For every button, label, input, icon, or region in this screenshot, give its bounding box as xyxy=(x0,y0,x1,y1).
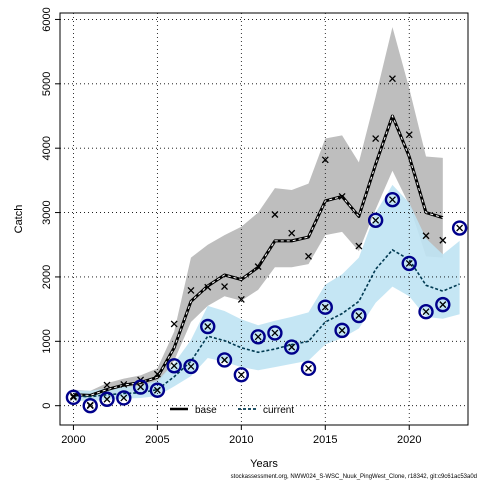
current-observation-circle xyxy=(384,191,401,208)
current-observation-circle xyxy=(250,329,266,345)
base-observation-cross xyxy=(422,232,430,240)
current-line xyxy=(73,248,460,398)
current-observation-circle xyxy=(82,397,98,414)
base-observation-cross xyxy=(372,135,380,142)
current-observation-cross xyxy=(170,362,178,370)
current-observation-circle xyxy=(401,255,417,272)
current-observation-cross xyxy=(153,386,161,394)
x-tick-label: 2005 xyxy=(145,434,169,446)
current-observation-cross xyxy=(355,312,363,320)
x-tick-label: 2000 xyxy=(61,434,85,446)
current-observation-circle xyxy=(149,382,166,398)
current-observation-cross xyxy=(120,394,128,402)
current-observation-cross xyxy=(69,393,77,401)
current-observation-circle xyxy=(233,367,250,383)
current-confidence-band xyxy=(73,184,460,402)
current-observation-circle xyxy=(284,339,300,355)
current-observation-cross xyxy=(137,383,145,391)
current-observation-circle xyxy=(351,307,367,324)
x-tick-label: 2010 xyxy=(229,434,253,446)
base-observation-cross xyxy=(355,242,363,250)
base-observation-cross xyxy=(153,370,161,378)
current-observation-cross xyxy=(456,224,464,232)
legend-current-label: current xyxy=(263,405,294,416)
current-observation-circle xyxy=(435,296,451,313)
current-observation-cross xyxy=(237,371,245,379)
current-observation-cross xyxy=(204,323,212,330)
x-tick-label: 2020 xyxy=(397,434,421,446)
base-observation-cross xyxy=(221,283,229,291)
current-observation-cross xyxy=(321,303,329,311)
base-observation-cross xyxy=(271,211,279,218)
current-observation-cross xyxy=(271,329,279,337)
current-observation-cross xyxy=(338,326,346,334)
base-observation-cross xyxy=(405,131,413,139)
base-observation-cross xyxy=(187,286,195,294)
legend-base-label: base xyxy=(195,405,217,416)
current-observation-cross xyxy=(187,362,195,370)
y-tick-label: 1000 xyxy=(41,329,53,353)
current-observation-circle xyxy=(166,358,182,374)
base-observation-cross xyxy=(254,263,262,271)
y-tick-label: 5000 xyxy=(41,72,53,96)
current-observation-circle xyxy=(116,390,132,406)
current-observation-circle xyxy=(334,322,350,339)
current-observation-cross xyxy=(103,395,111,403)
base-observation-cross xyxy=(288,229,296,237)
base-observation-cross xyxy=(237,296,245,303)
current-observation-cross xyxy=(305,364,312,372)
grid-lines xyxy=(60,13,468,425)
confidence-bands xyxy=(73,27,460,402)
base-observation-cross xyxy=(103,381,111,389)
current-observation-circle xyxy=(367,212,384,228)
base-observation-cross xyxy=(69,392,77,400)
current-observation-circle xyxy=(216,352,233,368)
current-observation-cross xyxy=(254,333,262,341)
base-observation-cross xyxy=(170,320,178,328)
footnote: stockassessment.org, NWW024_S-WSC_Nuuk_P… xyxy=(231,474,477,480)
base-observation-cross xyxy=(305,252,312,260)
current-observation-circle xyxy=(132,379,149,395)
current-observation-cross xyxy=(439,301,447,309)
current-observation-circle xyxy=(300,360,317,377)
x-tick-label: 2015 xyxy=(313,434,337,446)
y-tick-label: 2000 xyxy=(41,265,53,289)
current-observation-circle xyxy=(267,325,283,341)
current-observation-circle xyxy=(183,358,199,375)
current-observation-circle xyxy=(200,318,216,335)
base-observation-cross xyxy=(388,75,396,83)
current-observation-circle xyxy=(99,391,115,407)
current-observation-cross xyxy=(221,356,229,364)
base-observation-cross xyxy=(439,236,447,244)
base-observation-cross xyxy=(321,156,329,164)
current-observation-cross xyxy=(388,196,396,204)
current-observation-cross xyxy=(405,259,413,267)
y-tick-label: 0 xyxy=(41,403,53,409)
x-axis: 2000 2005 2010 2015 2020 xyxy=(61,425,421,446)
y-tick-label: 4000 xyxy=(41,136,53,160)
current-observation-circle xyxy=(451,220,468,236)
current-observation-cross xyxy=(288,343,296,351)
current-observation-cross xyxy=(422,308,430,316)
current-observation-circle xyxy=(65,389,82,406)
y-axis: 0 1000 2000 3000 4000 5000 6000 xyxy=(41,7,60,409)
legend: base current xyxy=(170,405,294,416)
y-tick-label: 3000 xyxy=(41,200,53,224)
current-observation-cross xyxy=(372,216,380,224)
current-observation-circle xyxy=(317,299,333,315)
observation-markers xyxy=(65,75,468,414)
base-observation-cross xyxy=(338,193,346,200)
base-observation-cross xyxy=(120,380,128,388)
plot-frame xyxy=(59,12,469,426)
base-confidence-band xyxy=(73,27,443,400)
current-observation-circle xyxy=(418,304,434,320)
y-tick-label: 6000 xyxy=(41,7,53,31)
x-axis-title: Years xyxy=(250,458,278,470)
base-observation-cross xyxy=(204,283,212,291)
current-observation-cross xyxy=(86,402,94,410)
y-axis-title: Catch xyxy=(13,205,25,234)
